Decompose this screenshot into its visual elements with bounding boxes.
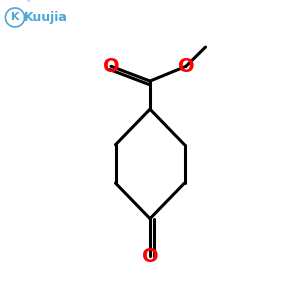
Text: Kuujia: Kuujia xyxy=(24,11,68,24)
Text: O: O xyxy=(142,247,158,266)
Text: °: ° xyxy=(26,1,30,7)
Text: O: O xyxy=(178,57,194,76)
Text: O: O xyxy=(103,57,119,76)
Text: K: K xyxy=(11,13,19,22)
